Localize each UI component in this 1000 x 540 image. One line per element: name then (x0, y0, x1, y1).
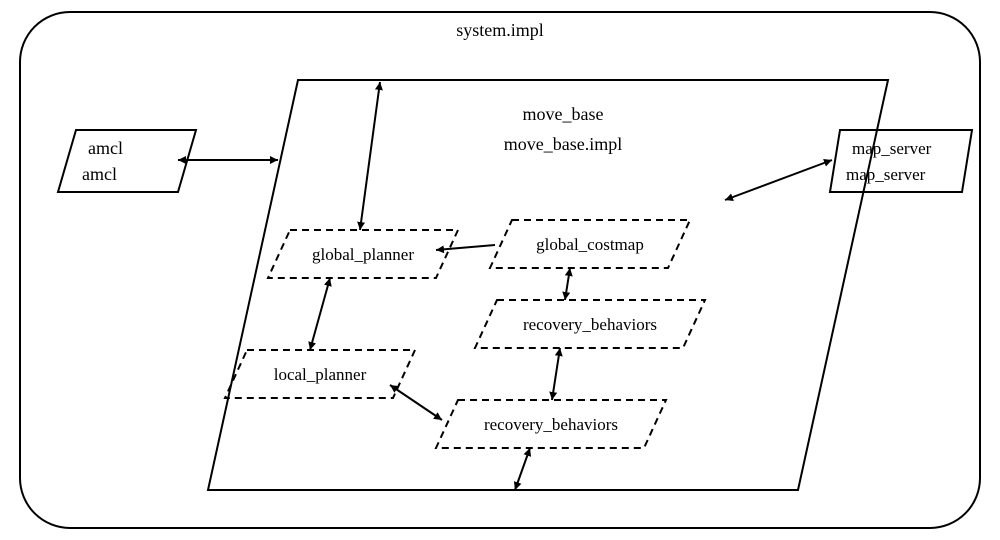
move-base-label-2: move_base.impl (504, 134, 622, 154)
system-title: system.impl (456, 20, 544, 40)
map-server-label-1: map_server (852, 139, 932, 158)
edge-1 (725, 160, 832, 200)
global-planner-label: global_planner (312, 245, 414, 264)
edge-8 (515, 448, 530, 490)
amcl-label-2: amcl (82, 164, 117, 184)
recovery-behaviors-1-label: recovery_behaviors (523, 315, 657, 334)
system-boundary (20, 12, 980, 528)
edge-5 (565, 268, 570, 300)
map-server-label-2: map_server (846, 165, 926, 184)
edge-2 (360, 82, 380, 230)
amcl-box (58, 130, 196, 192)
edge-6 (552, 348, 560, 400)
amcl-label-1: amcl (88, 138, 123, 158)
global-costmap-label: global_costmap (536, 235, 644, 254)
edge-3 (436, 245, 495, 250)
move-base-label-1: move_base (523, 104, 604, 124)
recovery-behaviors-2-label: recovery_behaviors (484, 415, 618, 434)
local-planner-label: local_planner (274, 365, 367, 384)
edge-7 (390, 385, 442, 420)
edge-4 (310, 278, 330, 350)
